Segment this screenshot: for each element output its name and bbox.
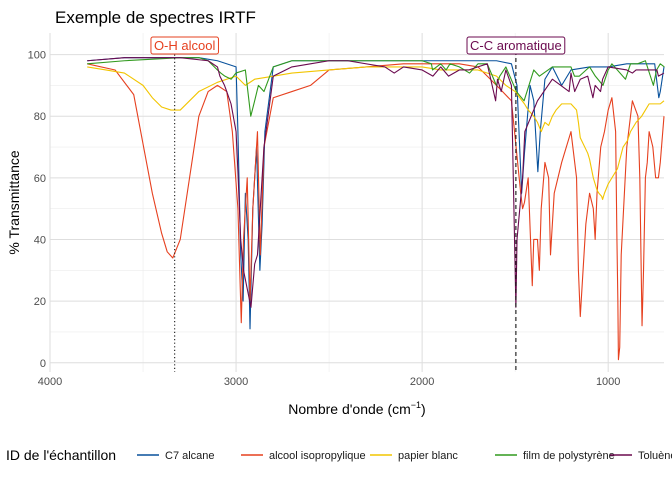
y-tick-label: 60 <box>34 173 46 185</box>
y-tick-label: 100 <box>28 50 46 62</box>
annotation-box-1 <box>466 36 566 55</box>
y-axis-label: % Transmittance <box>6 150 22 254</box>
y-tick-label: 40 <box>34 234 46 246</box>
legend-label-1: alcool isopropylique <box>269 450 366 462</box>
legend: ID de l'échantillon C7 alcane alcool isopr… <box>6 447 672 463</box>
x-axis-label: Nombre d'onde (cm−1) <box>288 400 425 417</box>
x-tick-label: 4000 <box>38 376 62 388</box>
annotation-text-0: O-H alcool <box>154 38 216 53</box>
plot-panel <box>50 33 664 372</box>
annotation-label-1: C-C aromatique <box>466 36 566 55</box>
x-tick-label: 3000 <box>224 376 248 388</box>
series-line-2 <box>87 66 665 200</box>
legend-label-4: Toluène <box>638 450 672 462</box>
annotation-text-1: C-C aromatique <box>470 38 562 53</box>
x-axis-label-close: ) <box>421 401 426 417</box>
x-axis-label-main: Nombre d'onde (cm <box>288 401 411 417</box>
series-line-0 <box>87 57 665 330</box>
legend-label-3: film de polystyrène <box>523 450 615 462</box>
annotation-label-0: O-H alcool <box>150 36 219 55</box>
chart-title: Exemple de spectres IRTF <box>55 8 256 27</box>
y-tick-label: 20 <box>34 296 46 308</box>
series-line-4 <box>87 57 665 308</box>
annotation-box-0 <box>150 36 219 55</box>
legend-title: ID de l'échantillon <box>6 447 116 463</box>
x-axis-label-superscript: −1 <box>411 400 421 410</box>
x-tick-label: 2000 <box>410 376 434 388</box>
x-tick-label: 1000 <box>596 376 620 388</box>
legend-label-0: C7 alcane <box>165 450 215 462</box>
legend-label-2: papier blanc <box>398 450 458 462</box>
y-tick-label: 0 <box>40 358 46 370</box>
series-line-1 <box>87 63 665 361</box>
y-tick-label: 80 <box>34 111 46 123</box>
